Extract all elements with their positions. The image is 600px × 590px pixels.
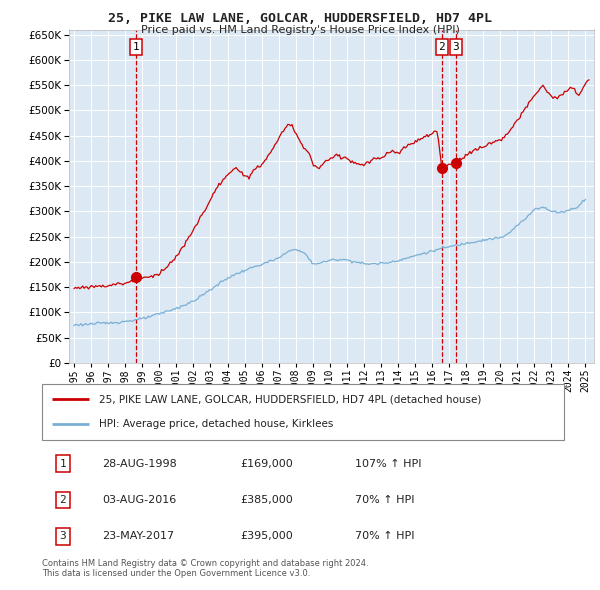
Text: £385,000: £385,000 <box>241 495 293 505</box>
Text: 28-AUG-1998: 28-AUG-1998 <box>102 458 177 468</box>
Text: 1: 1 <box>133 42 140 52</box>
Text: 1: 1 <box>59 458 66 468</box>
Text: 23-MAY-2017: 23-MAY-2017 <box>102 532 174 542</box>
Text: £395,000: £395,000 <box>241 532 293 542</box>
Text: Contains HM Land Registry data © Crown copyright and database right 2024.: Contains HM Land Registry data © Crown c… <box>42 559 368 568</box>
Text: 03-AUG-2016: 03-AUG-2016 <box>102 495 176 505</box>
Text: 2: 2 <box>59 495 66 505</box>
Text: 70% ↑ HPI: 70% ↑ HPI <box>355 495 415 505</box>
Text: This data is licensed under the Open Government Licence v3.0.: This data is licensed under the Open Gov… <box>42 569 310 578</box>
Text: 70% ↑ HPI: 70% ↑ HPI <box>355 532 415 542</box>
Text: 3: 3 <box>59 532 66 542</box>
Text: £169,000: £169,000 <box>241 458 293 468</box>
Text: HPI: Average price, detached house, Kirklees: HPI: Average price, detached house, Kirk… <box>100 419 334 429</box>
Text: Price paid vs. HM Land Registry's House Price Index (HPI): Price paid vs. HM Land Registry's House … <box>140 25 460 35</box>
FancyBboxPatch shape <box>42 384 564 440</box>
Text: 25, PIKE LAW LANE, GOLCAR, HUDDERSFIELD, HD7 4PL: 25, PIKE LAW LANE, GOLCAR, HUDDERSFIELD,… <box>108 12 492 25</box>
Text: 2: 2 <box>439 42 445 52</box>
Text: 25, PIKE LAW LANE, GOLCAR, HUDDERSFIELD, HD7 4PL (detached house): 25, PIKE LAW LANE, GOLCAR, HUDDERSFIELD,… <box>100 394 482 404</box>
Text: 107% ↑ HPI: 107% ↑ HPI <box>355 458 422 468</box>
Text: 3: 3 <box>452 42 459 52</box>
